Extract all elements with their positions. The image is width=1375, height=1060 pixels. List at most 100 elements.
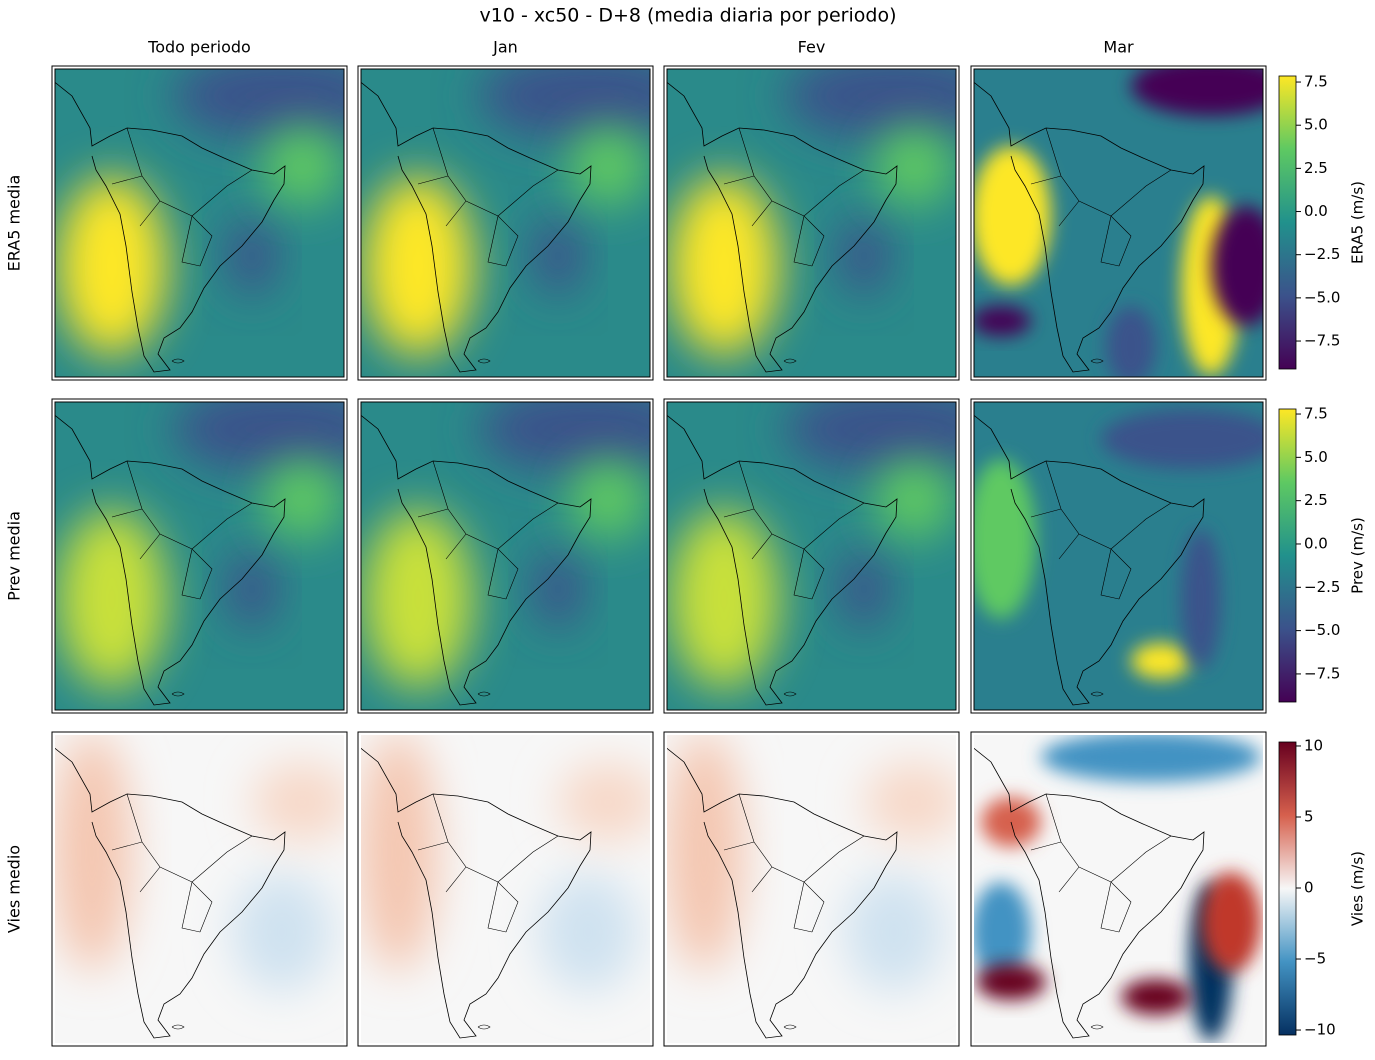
colorbar-tick-label: 5.0 (1304, 448, 1328, 466)
map-panel (974, 735, 1263, 1043)
colorbar-tick-label: 7.5 (1304, 73, 1328, 91)
column-title: Jan (492, 38, 518, 57)
field-blob (1121, 979, 1191, 1015)
colorbar-tick-label: 7.5 (1304, 405, 1328, 423)
map-inner-frame (54, 401, 345, 711)
map-panel (361, 402, 650, 710)
field-blob (478, 69, 650, 141)
field-blob (262, 126, 342, 206)
field-blob (232, 872, 332, 992)
map-frame (357, 65, 654, 381)
colorbar-label: ERA5 (m/s) (1349, 181, 1367, 264)
field-blob (252, 762, 344, 842)
map-frame (663, 65, 960, 381)
field-blob (1041, 735, 1261, 782)
field-blob (363, 509, 473, 689)
colorbar-tick-label: 0.0 (1304, 534, 1328, 552)
field-blob (363, 176, 473, 356)
colorbar-tick-label: −7.5 (1304, 664, 1340, 682)
field-blob (1106, 306, 1156, 377)
map-inner-frame (973, 68, 1264, 378)
field-blob (974, 882, 1031, 982)
colorbar-label: Prev (m/s) (1349, 517, 1367, 594)
field-blob (784, 69, 956, 141)
map-frame (357, 398, 654, 714)
map-frame (970, 398, 1267, 714)
colorbar-tick-label: −2.5 (1304, 245, 1340, 263)
field-blob (874, 459, 954, 539)
field-blob (974, 459, 1036, 619)
colorbar-tick-label: −5.0 (1304, 621, 1340, 639)
field-blob (568, 459, 648, 539)
map-frame (51, 731, 348, 1047)
row-label: Vies medio (5, 845, 24, 933)
field-blob (57, 176, 167, 356)
colorbar-tick-label: 5 (1304, 807, 1314, 825)
colorbar-tick-label: 0.0 (1304, 202, 1328, 220)
map-frame (970, 65, 1267, 381)
field-blob (478, 402, 650, 474)
colorbar (1278, 75, 1297, 370)
map-inner-frame (973, 401, 1264, 711)
field-blob (172, 69, 344, 141)
map-panel (667, 402, 956, 710)
field-blob (1131, 643, 1191, 679)
map-inner-frame (666, 401, 957, 711)
field-blob (538, 872, 638, 992)
row-label: ERA5 media (5, 175, 24, 272)
colorbar-tick-label: −7.5 (1304, 332, 1340, 350)
colorbar (1278, 408, 1297, 703)
field-blob (784, 402, 956, 474)
field-blob (974, 146, 1051, 286)
field-blob (55, 735, 132, 972)
colorbar-tick-label: −5 (1304, 950, 1326, 968)
field-blob (669, 509, 779, 689)
colorbar-tick-label: 2.5 (1304, 491, 1328, 509)
map-panel (361, 735, 650, 1043)
map-panel (667, 735, 956, 1043)
field-blob (839, 216, 889, 296)
map-inner-frame (360, 401, 651, 711)
map-panel (974, 402, 1263, 710)
map-panel (361, 69, 650, 377)
colorbar-label: Vies (m/s) (1349, 851, 1367, 926)
field-blob (227, 549, 277, 629)
figure-title: v10 - xc50 - D+8 (media diaria por perio… (480, 5, 897, 27)
map-panel (55, 735, 344, 1043)
field-blob (172, 402, 344, 474)
field-blob (667, 735, 744, 972)
column-title: Todo periodo (147, 38, 251, 57)
colorbar-tick-label: −5.0 (1304, 288, 1340, 306)
map-frame (51, 65, 348, 381)
field-blob (227, 216, 277, 296)
field-blob (864, 762, 956, 842)
colorbar-tick-label: 0 (1304, 879, 1314, 897)
field-blob (874, 126, 954, 206)
field-blob (1201, 872, 1261, 972)
field-blob (533, 216, 583, 296)
field-blob (669, 176, 779, 356)
map-frame (357, 731, 654, 1047)
field-blob (976, 964, 1046, 1000)
map-inner-frame (666, 68, 957, 378)
field-blob (568, 126, 648, 206)
field-blob (1131, 69, 1263, 116)
colorbar-tick-label: −10 (1304, 1021, 1336, 1039)
map-frame (663, 398, 960, 714)
colorbar-tick-label: −2.5 (1304, 578, 1340, 596)
column-title: Mar (1103, 38, 1134, 57)
map-panel (667, 69, 956, 377)
colorbar-tick-label: 2.5 (1304, 159, 1328, 177)
colorbar (1278, 741, 1297, 1036)
row-label: Prev media (5, 511, 24, 601)
map-panel (55, 402, 344, 710)
field-blob (361, 735, 438, 972)
map-frame (663, 731, 960, 1047)
field-blob (1101, 409, 1263, 469)
map-frame (51, 398, 348, 714)
colorbar-tick-label: 5.0 (1304, 116, 1328, 134)
colorbar-tick-label: 10 (1304, 736, 1323, 754)
map-inner-frame (54, 68, 345, 378)
column-title: Fev (798, 38, 826, 57)
